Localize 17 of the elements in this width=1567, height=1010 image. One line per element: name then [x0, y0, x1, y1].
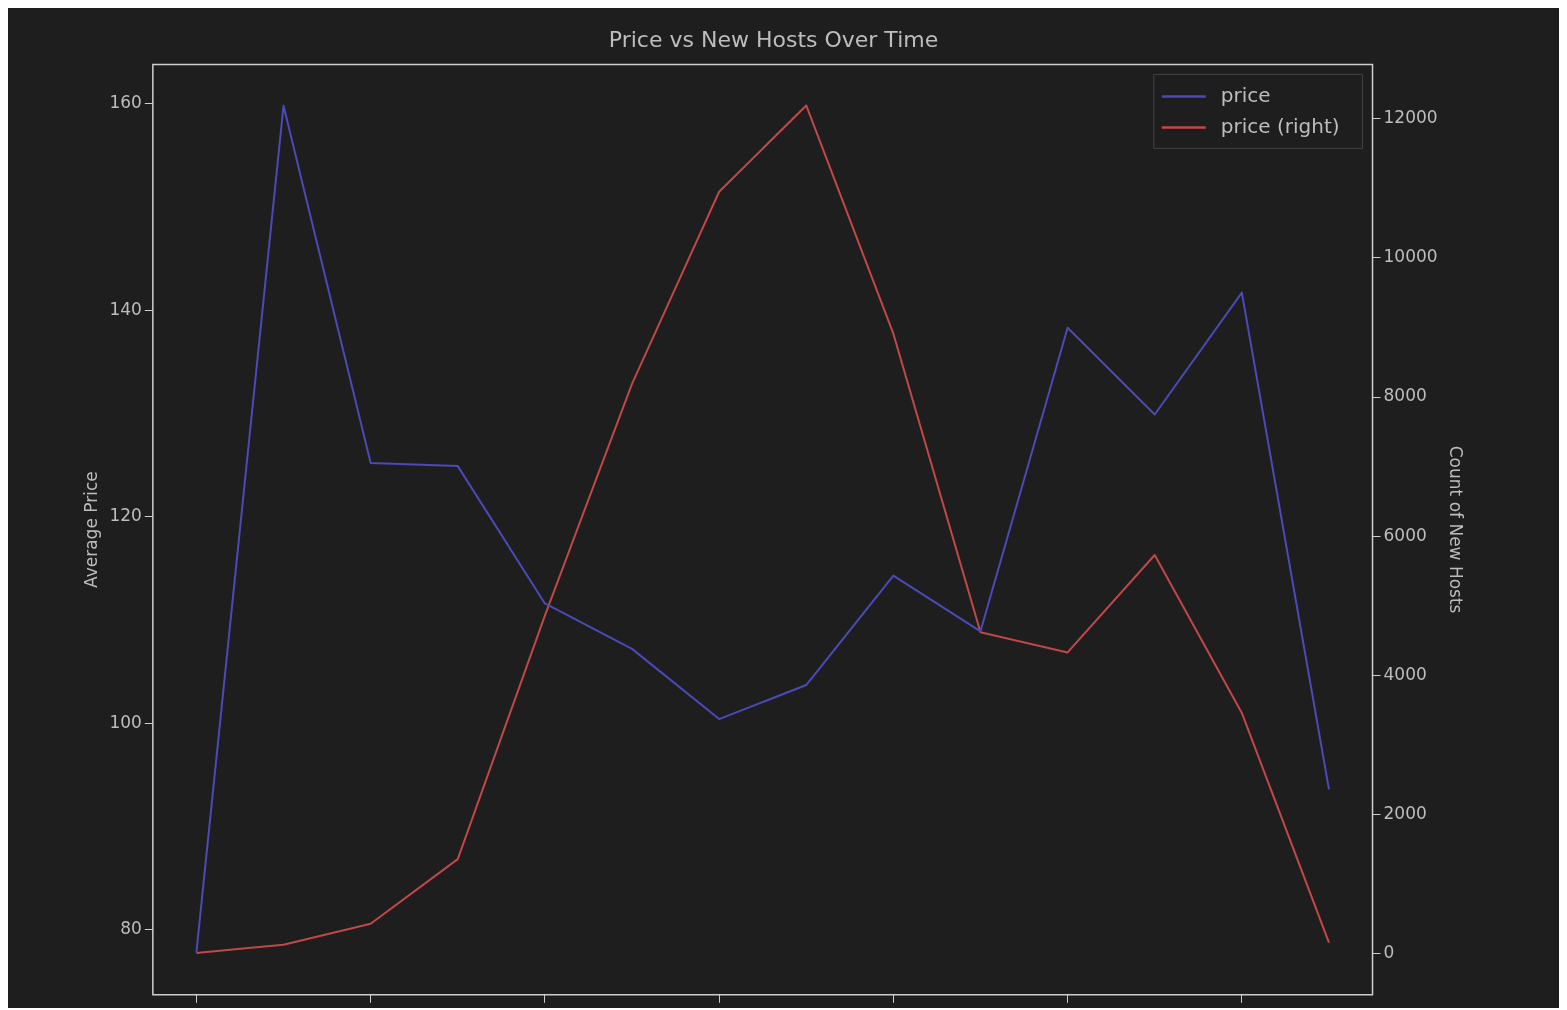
y-tick-label: 100: [109, 711, 142, 732]
y2-tick-label: 8000: [1383, 385, 1427, 406]
y2-tick-label: 10000: [1383, 246, 1438, 267]
chart-title: Price vs New Hosts Over Time: [608, 26, 939, 52]
legend-label: price (right): [1220, 113, 1340, 138]
y2-tick-label: 4000: [1383, 663, 1427, 684]
y-tick-label: 80: [120, 918, 142, 939]
y2-tick-label: 12000: [1383, 107, 1438, 128]
y-tick-label: 160: [109, 92, 142, 113]
y2-tick-label: 6000: [1383, 524, 1427, 545]
y2-axis-title: Count of New Hosts: [1446, 445, 1467, 614]
y-tick-label: 140: [109, 298, 142, 319]
legend-label: price: [1220, 82, 1271, 107]
y-tick-label: 120: [109, 505, 142, 526]
y-axis-title: Average Price: [80, 471, 101, 588]
y2-tick-label: 2000: [1383, 802, 1427, 823]
y2-tick-label: 0: [1383, 942, 1395, 963]
